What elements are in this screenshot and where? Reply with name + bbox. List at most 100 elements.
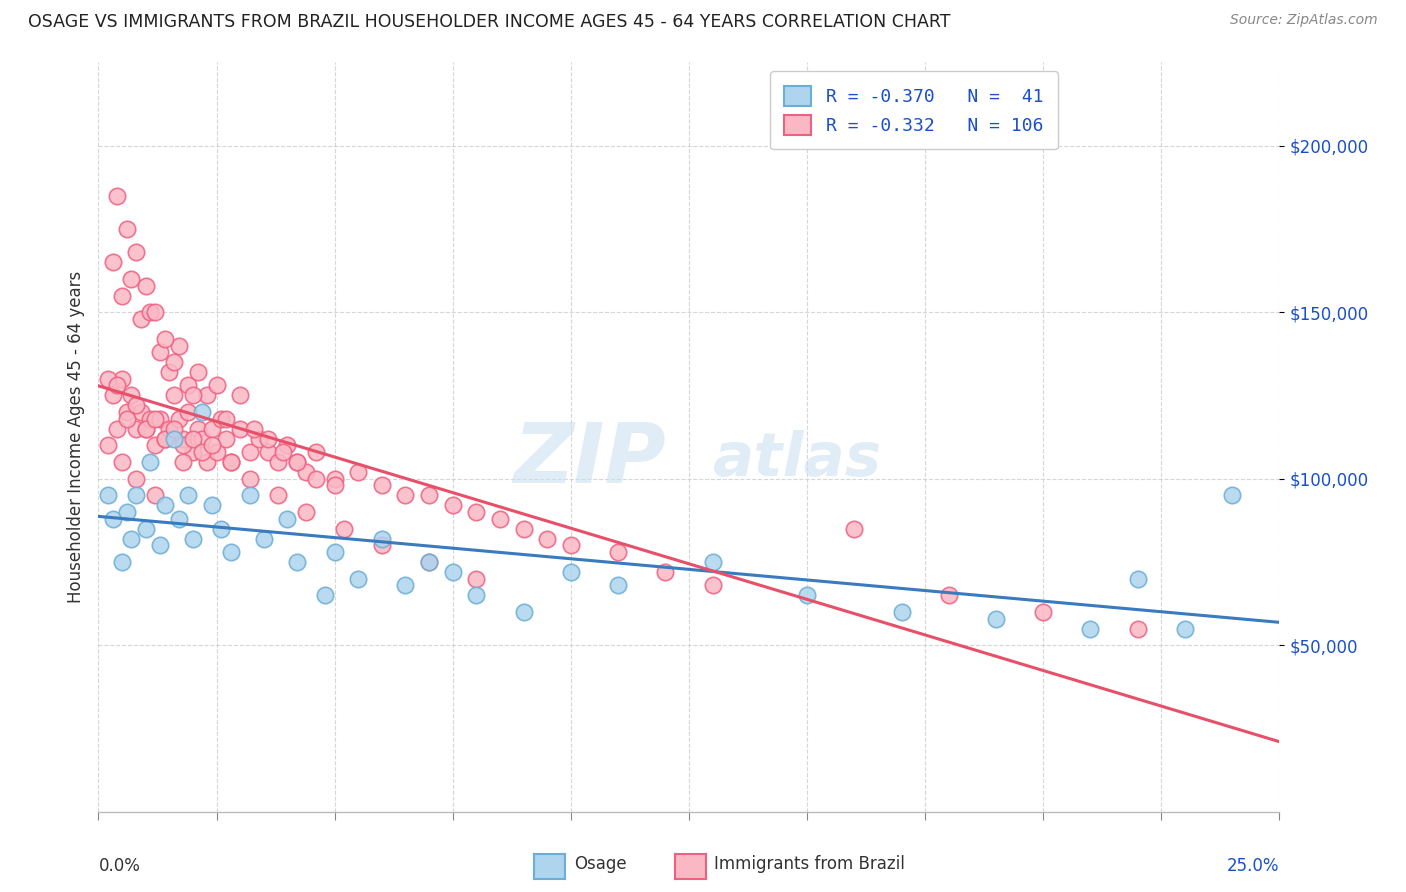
Point (219, 455, 242, 469)
Point (129, 311, 152, 326)
Point (219, 455, 242, 469)
Point (489, 511, 512, 525)
Point (115, 411, 138, 425)
Point (323, 478, 346, 492)
Point (465, 572, 488, 586)
Point (371, 532, 394, 546)
Point (257, 432, 280, 446)
Point (1126, 622, 1149, 636)
Point (177, 405, 200, 419)
Point (1126, 572, 1149, 586)
Point (271, 445, 294, 459)
Point (111, 372, 134, 386)
Y-axis label: Householder Income Ages 45 - 64 years: Householder Income Ages 45 - 64 years (66, 271, 84, 603)
Point (267, 488, 290, 502)
Point (418, 555, 440, 569)
Point (984, 611, 1007, 625)
Point (195, 388, 218, 402)
Point (139, 305, 162, 319)
Point (314, 588, 336, 602)
Point (654, 565, 676, 579)
Text: Osage: Osage (574, 855, 626, 873)
Point (394, 578, 416, 592)
Point (153, 432, 176, 446)
Point (702, 555, 724, 569)
Point (181, 445, 204, 459)
Point (243, 422, 266, 436)
Point (512, 522, 534, 536)
Point (215, 432, 238, 446)
Legend: R = -0.370   N =  41, R = -0.332   N = 106: R = -0.370 N = 41, R = -0.332 N = 106 (770, 71, 1057, 149)
Point (139, 455, 162, 469)
Point (276, 511, 298, 525)
Point (512, 605, 534, 619)
Point (143, 305, 166, 319)
Point (101, 255, 124, 269)
Point (201, 499, 224, 513)
Point (276, 438, 298, 452)
Point (187, 365, 209, 379)
Point (97, 438, 120, 452)
Point (371, 538, 394, 552)
Point (247, 432, 270, 446)
Point (125, 245, 148, 260)
Point (177, 488, 200, 502)
Point (195, 455, 218, 469)
Point (418, 555, 440, 569)
Point (111, 288, 134, 302)
Text: atlas: atlas (713, 430, 882, 489)
Point (129, 405, 152, 419)
Point (135, 522, 157, 536)
Point (285, 555, 308, 569)
Point (253, 532, 276, 546)
Point (560, 538, 582, 552)
Point (121, 532, 143, 546)
Point (441, 565, 464, 579)
Point (323, 545, 346, 559)
Point (215, 411, 238, 425)
Point (205, 445, 228, 459)
Point (890, 605, 912, 619)
Point (105, 188, 128, 202)
Point (111, 455, 134, 469)
Point (115, 405, 138, 419)
Point (201, 438, 224, 452)
Point (239, 472, 262, 486)
Point (1080, 622, 1102, 636)
Point (177, 378, 200, 392)
Text: 25.0%: 25.0% (1227, 856, 1279, 875)
Point (121, 388, 143, 402)
Point (135, 422, 157, 436)
Point (938, 588, 960, 602)
Point (201, 422, 224, 436)
Point (157, 422, 180, 436)
Point (209, 411, 232, 425)
Text: OSAGE VS IMMIGRANTS FROM BRAZIL HOUSEHOLDER INCOME AGES 45 - 64 YEARS CORRELATIO: OSAGE VS IMMIGRANTS FROM BRAZIL HOUSEHOL… (28, 13, 950, 31)
Point (115, 505, 138, 519)
Point (101, 511, 124, 525)
Point (333, 522, 356, 536)
Point (347, 572, 370, 586)
Point (285, 455, 308, 469)
Point (135, 422, 157, 436)
Point (153, 432, 176, 446)
Point (172, 432, 194, 446)
Point (143, 438, 166, 452)
Point (125, 422, 148, 436)
Point (143, 488, 166, 502)
Point (239, 445, 262, 459)
Point (394, 488, 416, 502)
Point (181, 432, 204, 446)
Point (153, 499, 176, 513)
Point (465, 588, 488, 602)
Point (305, 445, 328, 459)
Point (285, 455, 308, 469)
Point (229, 388, 252, 402)
Point (257, 445, 280, 459)
Point (153, 332, 176, 346)
Point (305, 472, 328, 486)
Point (187, 422, 209, 436)
Point (323, 472, 346, 486)
Point (125, 399, 148, 413)
Point (209, 522, 232, 536)
